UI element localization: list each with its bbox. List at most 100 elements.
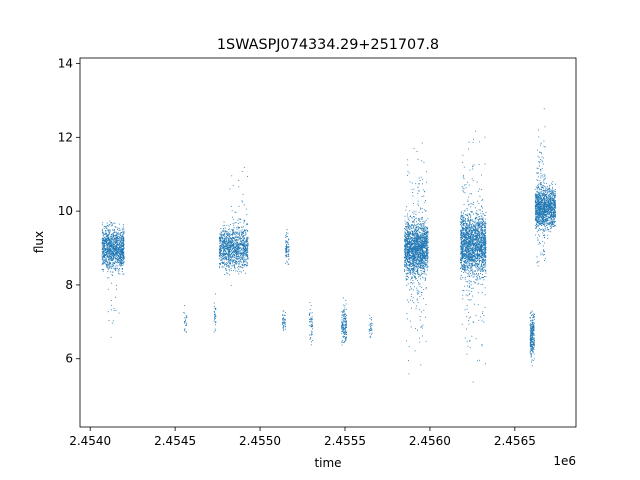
- data-point: [228, 242, 229, 244]
- data-point: [421, 263, 423, 265]
- data-point: [222, 261, 223, 263]
- data-point: [220, 245, 222, 247]
- data-point: [240, 256, 242, 258]
- data-point: [423, 243, 425, 245]
- data-point: [411, 234, 413, 236]
- data-point: [410, 250, 412, 252]
- data-point: [119, 239, 121, 241]
- data-point: [311, 334, 312, 335]
- data-point: [223, 254, 225, 256]
- data-point: [463, 266, 465, 268]
- data-point: [241, 200, 243, 202]
- data-point: [427, 236, 428, 238]
- data-point: [111, 255, 113, 257]
- data-point: [418, 231, 420, 233]
- data-point: [418, 262, 420, 264]
- data-point: [424, 266, 426, 268]
- data-point: [123, 228, 125, 230]
- data-point: [230, 262, 231, 264]
- data-point: [463, 212, 465, 214]
- data-point: [102, 251, 104, 253]
- data-point: [416, 257, 418, 259]
- data-point: [105, 239, 107, 241]
- data-point: [113, 263, 115, 265]
- data-point: [414, 249, 416, 251]
- data-point: [413, 265, 415, 267]
- data-point: [310, 330, 312, 332]
- data-point: [420, 259, 422, 261]
- data-point: [116, 237, 118, 239]
- data-point: [102, 233, 104, 234]
- data-point: [415, 265, 417, 267]
- data-point: [419, 267, 421, 269]
- data-point: [368, 330, 370, 332]
- data-point: [411, 240, 413, 241]
- data-point: [225, 235, 227, 237]
- data-point: [102, 239, 103, 241]
- data-point: [416, 239, 418, 241]
- data-point: [310, 344, 312, 346]
- data-point: [241, 248, 242, 250]
- data-point: [423, 224, 425, 226]
- data-point: [243, 235, 245, 236]
- data-point: [404, 247, 406, 249]
- data-point: [113, 264, 115, 266]
- data-point: [418, 267, 420, 268]
- data-point: [418, 283, 420, 285]
- data-point: [222, 231, 224, 232]
- data-point: [225, 240, 227, 242]
- data-point: [121, 238, 123, 240]
- data-point: [121, 245, 123, 247]
- data-point: [123, 247, 125, 249]
- data-point: [117, 248, 119, 250]
- data-point: [236, 262, 238, 264]
- data-point: [185, 325, 187, 326]
- data-point: [418, 258, 420, 260]
- data-point: [405, 254, 407, 256]
- data-point: [414, 232, 416, 234]
- data-point: [114, 268, 116, 270]
- data-point: [406, 233, 408, 235]
- data-point: [413, 268, 415, 269]
- data-point: [408, 262, 410, 263]
- data-point: [420, 232, 422, 234]
- data-point: [346, 321, 347, 322]
- data-point: [413, 256, 415, 257]
- data-point: [419, 254, 421, 255]
- data-point: [224, 231, 226, 233]
- data-point: [244, 243, 246, 245]
- data-point: [236, 255, 238, 257]
- data-point: [416, 270, 418, 272]
- data-point: [218, 249, 220, 250]
- data-point: [244, 232, 246, 234]
- data-point: [310, 337, 311, 338]
- data-point: [411, 238, 413, 240]
- data-point: [285, 240, 287, 242]
- data-point: [246, 237, 247, 239]
- data-point: [422, 254, 423, 256]
- data-point: [241, 233, 243, 235]
- data-point: [404, 248, 406, 250]
- data-point: [480, 238, 482, 240]
- data-point: [219, 238, 220, 239]
- data-point: [221, 244, 223, 245]
- data-point: [423, 231, 425, 233]
- data-point: [101, 242, 103, 243]
- data-point: [410, 256, 412, 258]
- data-point: [105, 233, 107, 235]
- data-point: [423, 242, 425, 244]
- data-point: [341, 330, 343, 332]
- data-point: [412, 270, 414, 271]
- data-point: [230, 253, 232, 255]
- data-point: [419, 180, 421, 181]
- data-point: [225, 247, 227, 249]
- data-point: [415, 234, 417, 236]
- data-point: [240, 266, 241, 268]
- data-point: [123, 249, 125, 250]
- data-point: [406, 251, 408, 253]
- data-point: [343, 329, 344, 331]
- data-point: [414, 244, 416, 246]
- data-point: [105, 239, 107, 241]
- data-point: [102, 253, 104, 254]
- data-point: [111, 244, 113, 246]
